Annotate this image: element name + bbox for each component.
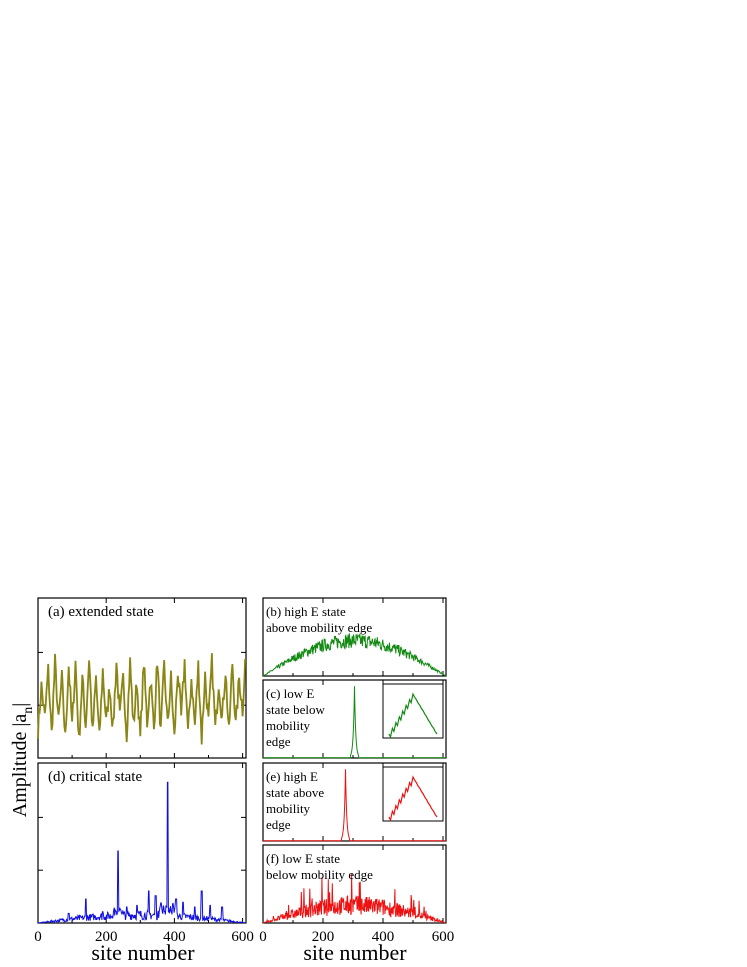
panel-a: (a) extended state <box>37 597 247 759</box>
x-axis-label-right: site number <box>303 940 407 965</box>
panel-a-frame <box>37 597 247 759</box>
x-tick-label: 200 <box>312 929 335 945</box>
x-tick-label: 0 <box>34 929 42 945</box>
panel-label-c: (c) low E <box>266 686 314 701</box>
x-tick-label: 400 <box>372 929 395 945</box>
y-axis-label: Amplitude |an| <box>9 703 36 817</box>
svg-text:Amplitude |an|: Amplitude |an| <box>9 703 36 817</box>
panel-label-a: (a) extended state <box>48 604 154 620</box>
panel-label-c: mobility <box>266 718 311 733</box>
panel-label-f: below mobility edge <box>266 867 373 882</box>
panel-label-d: (d) critical state <box>48 769 142 785</box>
panel-label-c: state below <box>266 702 325 717</box>
inset-line-e <box>388 775 438 822</box>
y-axis-label-main: Amplitude |a <box>9 714 31 818</box>
x-axis-label-left: site number <box>91 940 195 965</box>
y-axis-label-close: | <box>9 703 31 707</box>
series-line-b <box>262 633 446 677</box>
series-line-f <box>262 873 446 924</box>
panel-label-e: edge <box>266 817 291 832</box>
x-tick-label: 400 <box>163 929 186 945</box>
panel-label-e: mobility <box>266 801 311 816</box>
panel-label-f: (f) low E state <box>266 851 340 866</box>
panel-label-e: (e) high E <box>266 769 318 784</box>
panel-label-c: edge <box>266 734 291 749</box>
series-line-c <box>263 686 446 759</box>
series-line-d <box>38 781 246 924</box>
x-tick-label: 0 <box>259 929 267 945</box>
panel-d-frame <box>37 762 247 924</box>
x-tick-label: 200 <box>95 929 118 945</box>
x-tick-label: 600 <box>231 929 254 945</box>
y-axis-label-sub: n <box>21 707 36 714</box>
x-tick-label: 600 <box>432 929 455 945</box>
panel-b-frame <box>262 597 447 677</box>
inset-line-c <box>388 692 438 739</box>
series-line-a <box>37 653 246 745</box>
panel-f-frame <box>262 844 447 924</box>
panel-label-b: (b) high E state <box>266 604 346 619</box>
panel-label-b: above mobility edge <box>266 620 372 635</box>
series-line-e <box>263 769 446 842</box>
panel-d: 0 200 400 600 (d) critical state <box>34 762 254 945</box>
panel-label-e: state above <box>266 785 324 800</box>
panel-c-frame <box>262 679 447 759</box>
